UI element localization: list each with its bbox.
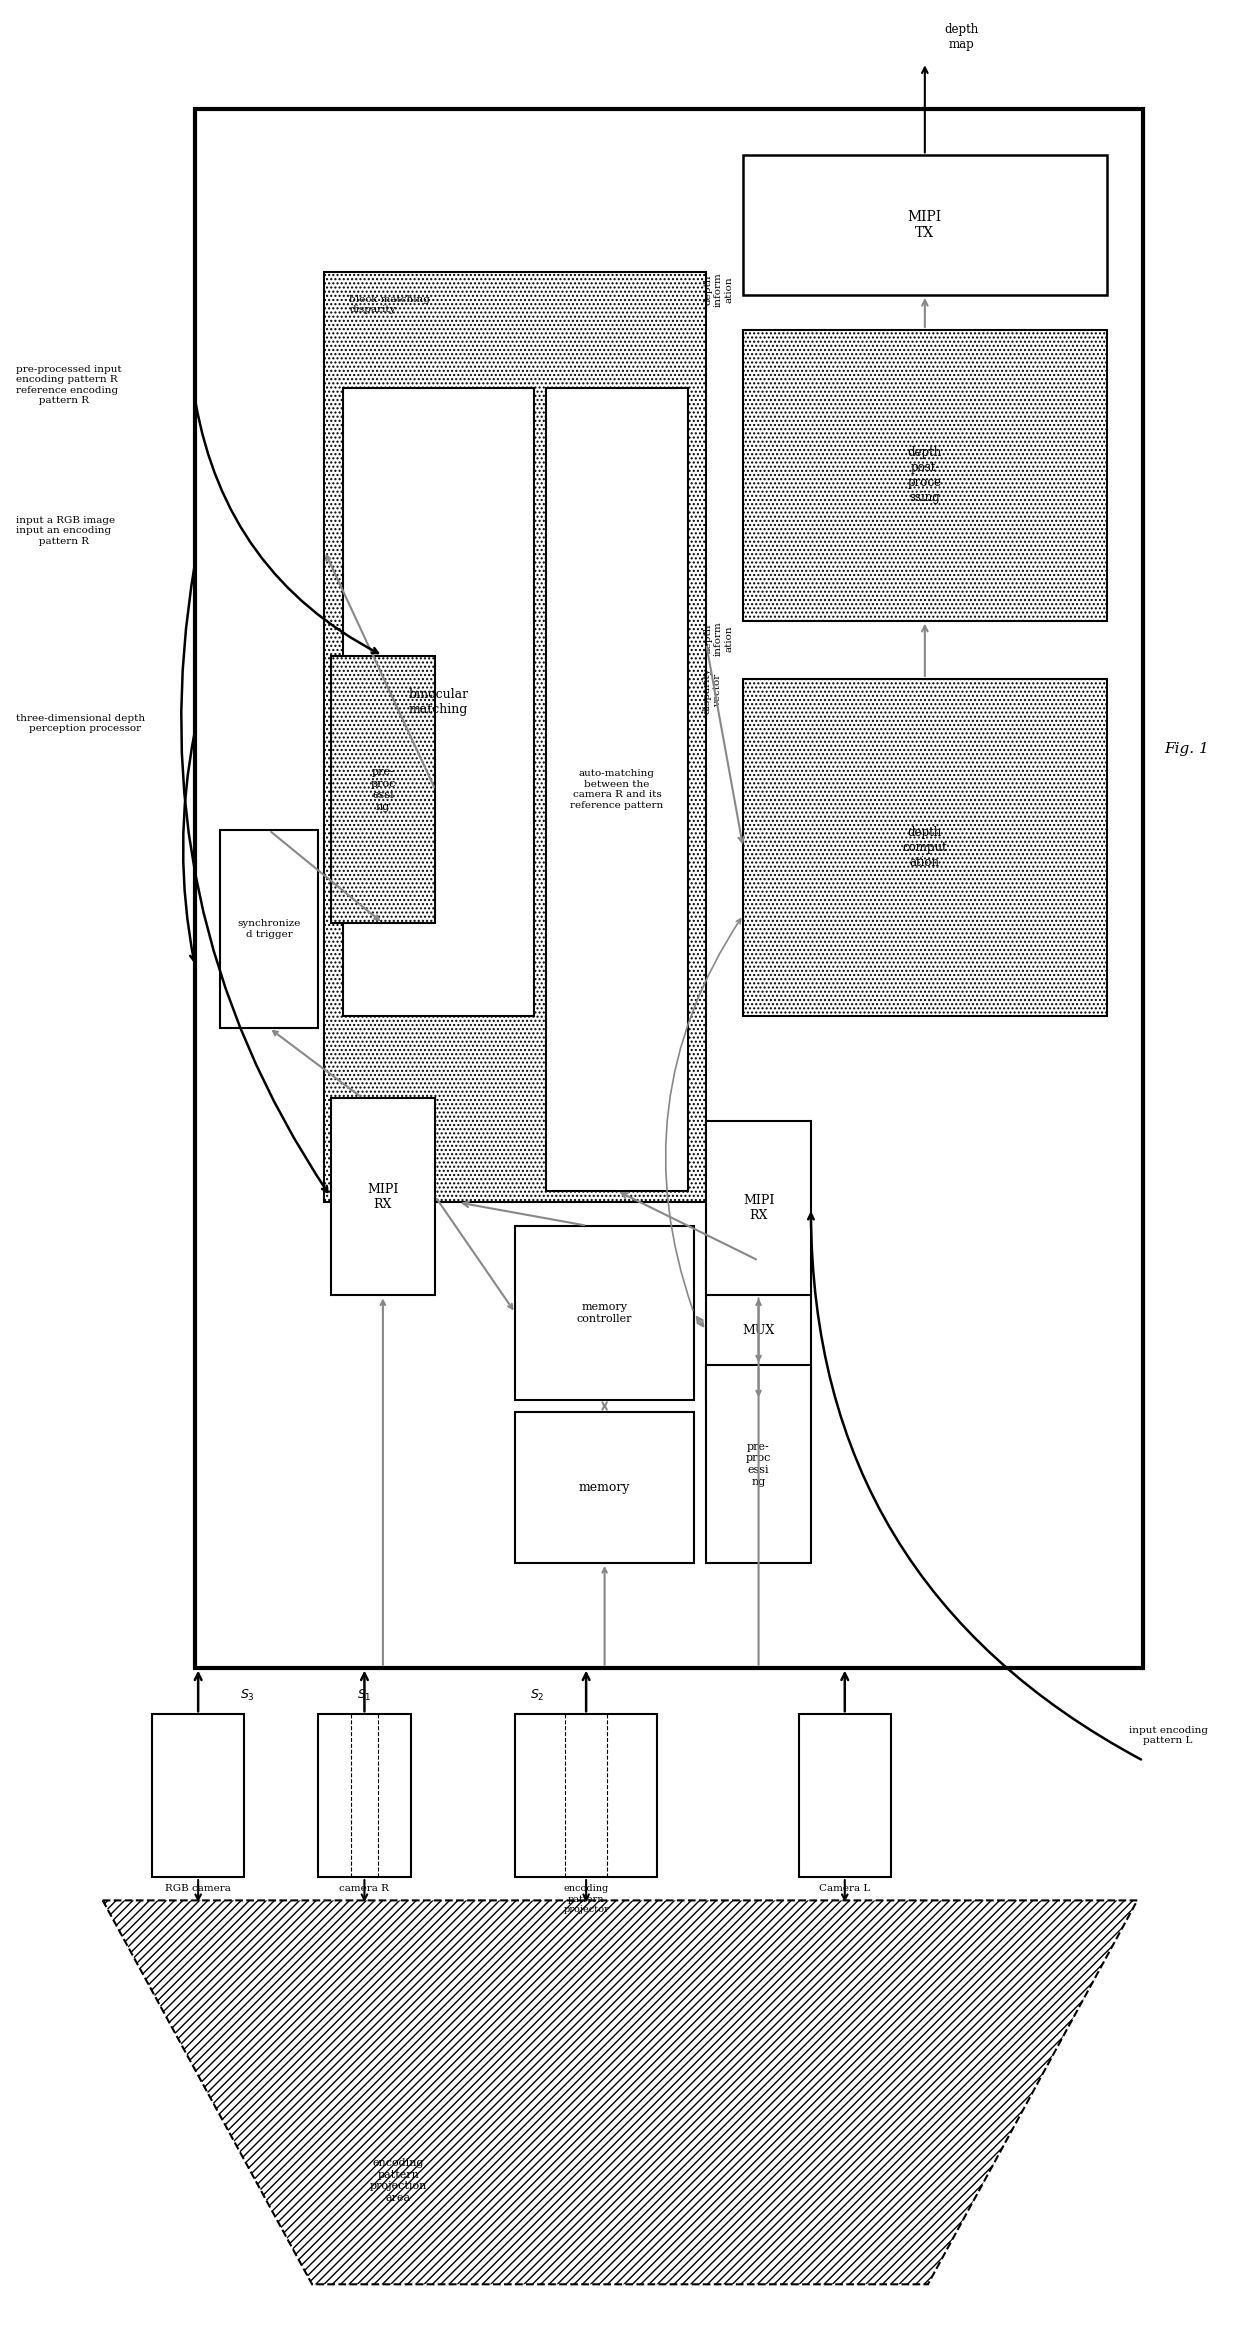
Text: depth
post-
proce
ssing: depth post- proce ssing bbox=[908, 446, 942, 504]
Text: three-dimensional depth
    perception processor: three-dimensional depth perception proce… bbox=[16, 715, 145, 733]
Text: disparity
vector: disparity vector bbox=[703, 668, 722, 715]
Bar bbox=[516, 1714, 657, 1877]
Text: block matching
disparity: block matching disparity bbox=[348, 294, 430, 315]
Text: $S_2$: $S_2$ bbox=[529, 1688, 544, 1702]
Text: MIPI
RX: MIPI RX bbox=[743, 1193, 774, 1221]
Bar bbox=[516, 1226, 694, 1401]
Bar bbox=[743, 679, 1106, 1016]
Text: input encoding
pattern L: input encoding pattern L bbox=[1128, 1726, 1208, 1744]
Text: depth
inform
ation: depth inform ation bbox=[703, 271, 733, 306]
Text: MUX: MUX bbox=[743, 1324, 775, 1338]
Bar bbox=[195, 110, 1143, 1667]
Text: $S_1$: $S_1$ bbox=[357, 1688, 372, 1702]
Text: memory: memory bbox=[579, 1480, 630, 1494]
Bar bbox=[516, 1413, 694, 1562]
Bar bbox=[153, 1714, 244, 1877]
Bar bbox=[546, 388, 688, 1191]
Bar bbox=[799, 1714, 892, 1877]
Text: depth
inform
ation: depth inform ation bbox=[703, 621, 733, 656]
Text: pre-
proc
essi
ng: pre- proc essi ng bbox=[371, 766, 396, 813]
Text: Camera L: Camera L bbox=[820, 1884, 870, 1894]
Bar bbox=[743, 329, 1106, 621]
Text: binocular
matching: binocular matching bbox=[408, 689, 469, 717]
Text: Fig. 1: Fig. 1 bbox=[1164, 743, 1209, 757]
Text: encoding
pattern
projector: encoding pattern projector bbox=[563, 1884, 609, 1915]
Text: memory
controller: memory controller bbox=[577, 1303, 632, 1324]
Text: RGB camera: RGB camera bbox=[165, 1884, 231, 1894]
Text: depth
comput
ation: depth comput ation bbox=[903, 827, 947, 869]
Bar bbox=[331, 1097, 435, 1296]
Text: $S_3$: $S_3$ bbox=[241, 1688, 255, 1702]
Bar bbox=[707, 1121, 811, 1296]
Bar bbox=[343, 388, 533, 1016]
Text: pre-
proc
essi
ng: pre- proc essi ng bbox=[746, 1441, 771, 1487]
Text: input a RGB image
input an encoding
       pattern R: input a RGB image input an encoding patt… bbox=[16, 516, 115, 546]
Bar bbox=[743, 156, 1106, 294]
Bar bbox=[707, 1261, 811, 1401]
Text: depth
map: depth map bbox=[945, 23, 978, 51]
Text: pre-processed input
encoding pattern R
reference encoding
       pattern R: pre-processed input encoding pattern R r… bbox=[16, 364, 122, 404]
Bar bbox=[707, 1366, 811, 1562]
Text: synchronize
d trigger: synchronize d trigger bbox=[237, 920, 300, 939]
Bar bbox=[319, 1714, 410, 1877]
Polygon shape bbox=[103, 1901, 1137, 2284]
Bar bbox=[219, 831, 319, 1027]
Text: encoding
pattern
projection
area: encoding pattern projection area bbox=[370, 2158, 427, 2202]
Text: auto-matching
between the
camera R and its
reference pattern: auto-matching between the camera R and i… bbox=[570, 768, 663, 810]
Text: MIPI
RX: MIPI RX bbox=[367, 1182, 398, 1210]
Bar bbox=[331, 656, 435, 922]
Text: MIPI
TX: MIPI TX bbox=[908, 210, 942, 241]
Text: camera R: camera R bbox=[340, 1884, 389, 1894]
Bar bbox=[325, 271, 707, 1203]
